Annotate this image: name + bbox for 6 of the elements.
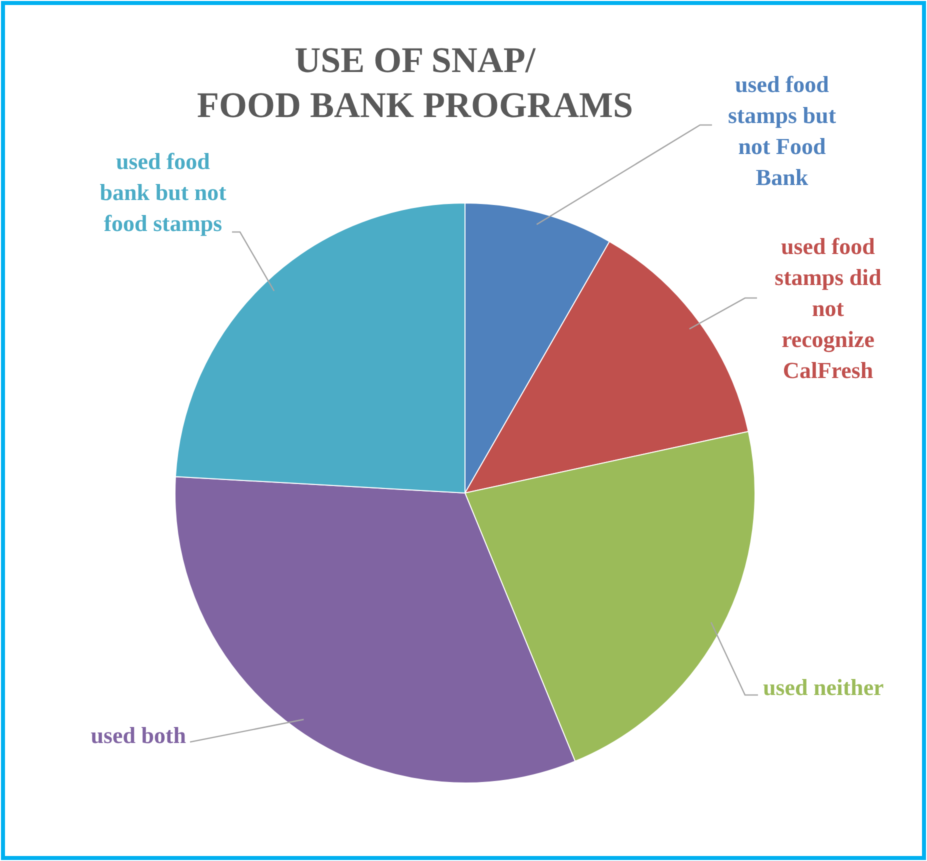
- slice-label: used food stamps but not Food Bank: [728, 72, 836, 190]
- chart-title: USE OF SNAP/ FOOD BANK PROGRAMS: [197, 40, 633, 125]
- slice-label: used neither: [763, 674, 884, 700]
- slice-label: used food bank but not food stamps: [100, 148, 227, 236]
- slice-label: used food stamps did not recognize CalFresh: [774, 234, 882, 382]
- slice-label: used both: [90, 722, 186, 748]
